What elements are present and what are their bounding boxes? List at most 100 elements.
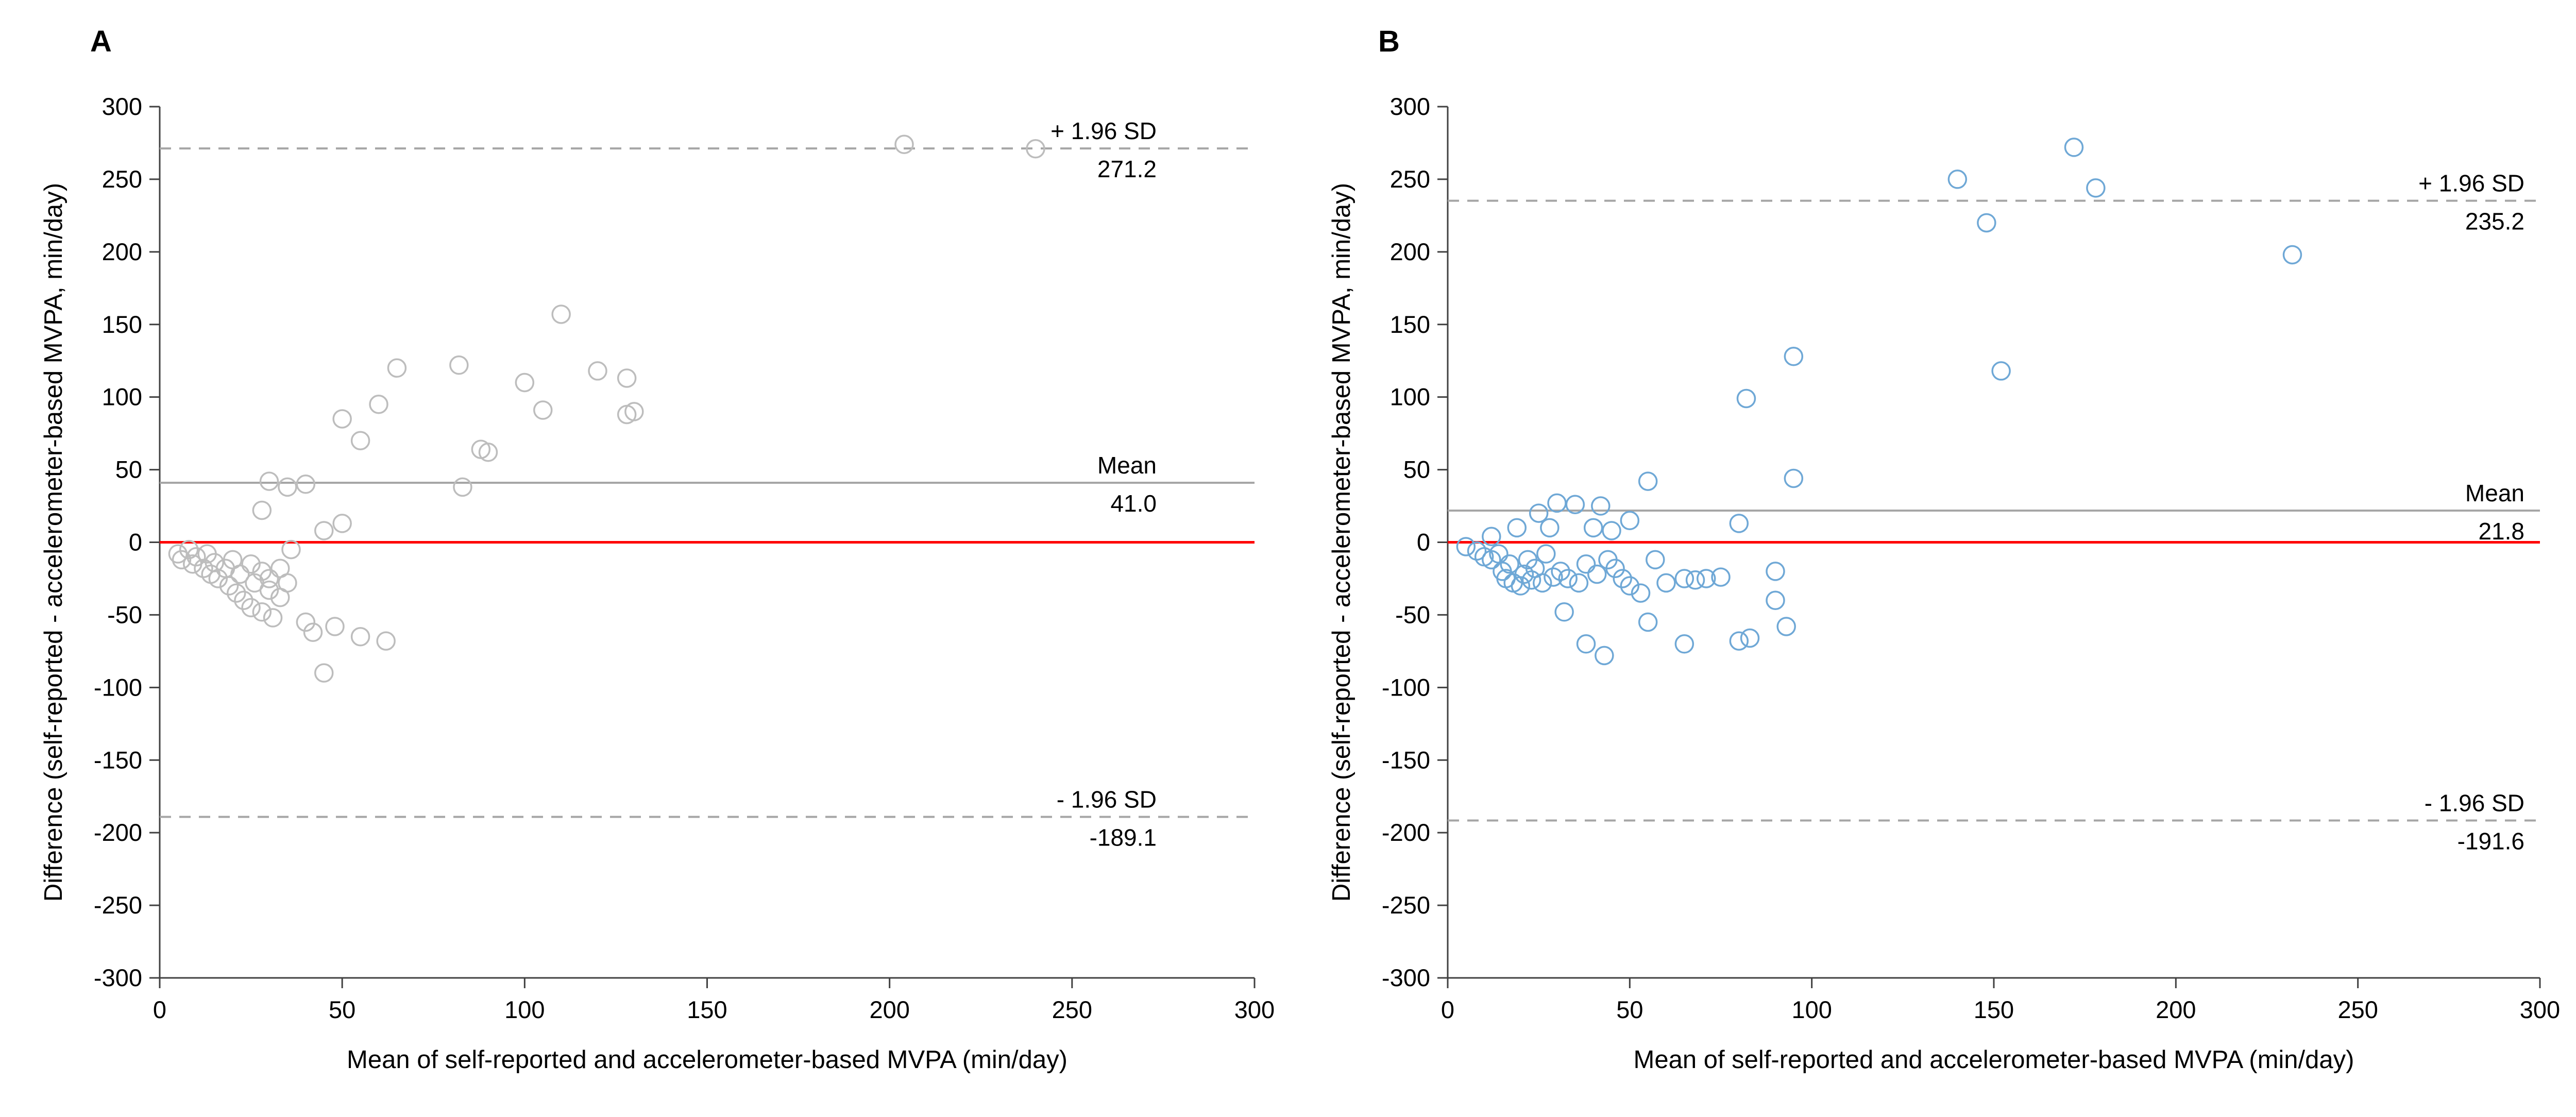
data-point [1685, 570, 1705, 590]
data-point [1536, 544, 1556, 564]
data-point [296, 612, 316, 632]
data-point [1977, 213, 1996, 233]
data-point [2064, 138, 2084, 157]
data-point [1620, 511, 1640, 530]
data-point [1638, 471, 1658, 491]
data-point [1026, 139, 1045, 159]
data-point [303, 622, 323, 642]
data-point [617, 368, 637, 388]
data-point [332, 409, 352, 429]
panel-b-chart: -300 -250 -200 -150 -100 -50 0 50 100 150 200 250 30… [1328, 25, 2560, 1074]
x-tick-label: 50 [329, 996, 355, 1023]
x-tick-label: 100 [504, 996, 545, 1023]
mean-label: Mean [1097, 452, 1157, 479]
data-point [252, 500, 272, 520]
y-tick-label: -50 [107, 601, 142, 628]
data-point [894, 134, 914, 155]
panel-label: A [90, 25, 112, 58]
x-tick-label: 200 [869, 996, 909, 1023]
data-point [1947, 170, 1968, 189]
upper-loa-value: 271.2 [1097, 156, 1157, 182]
data-point [314, 663, 334, 683]
data-point [234, 590, 253, 610]
data-point [1736, 388, 1756, 409]
data-point [281, 539, 301, 560]
data-point [1529, 503, 1549, 523]
x-tick-label: 50 [1616, 996, 1643, 1023]
upper-loa-label: + 1.96 SD [2418, 170, 2524, 197]
mean-label: Mean [2465, 480, 2524, 506]
data-point [551, 304, 571, 324]
data-point [1605, 558, 1625, 578]
data-point [1456, 537, 1476, 556]
data-point [1482, 527, 1501, 546]
y-tick-label: 150 [102, 311, 142, 338]
data-point [2282, 245, 2302, 265]
x-tick-label: 0 [1441, 996, 1454, 1023]
data-point [1532, 573, 1552, 593]
x-tick-label: 200 [2156, 996, 2196, 1023]
data-point [376, 631, 396, 651]
data-point [259, 580, 279, 600]
y-tick-label: 200 [102, 238, 142, 265]
data-point [194, 558, 213, 578]
data-point [1646, 550, 1665, 570]
data-point [1544, 567, 1563, 587]
data-point [1576, 634, 1596, 654]
data-point [1521, 570, 1541, 590]
y-axis-title: Difference (self-reported - acceleromete… [1328, 183, 1355, 902]
y-tick-label: -200 [94, 819, 142, 846]
y-tick-label: -100 [1382, 673, 1430, 701]
x-tick-label: 150 [687, 996, 727, 1023]
data-point [263, 608, 283, 628]
data-point [1674, 569, 1694, 588]
data-point [1784, 347, 1804, 366]
y-tick-label: 100 [1390, 383, 1430, 411]
data-point [1740, 628, 1760, 648]
y-tick-label: -250 [1382, 891, 1430, 919]
data-point [252, 562, 272, 581]
data-point [478, 443, 498, 462]
data-point [1784, 468, 1804, 488]
panel-a-chart: -300 -250 -200 -150 -100 -50 0 50 100 150 200 250 30… [40, 25, 1275, 1074]
data-point [325, 617, 345, 636]
y-tick-label: 150 [1390, 311, 1430, 338]
y-tick-label: 0 [1417, 529, 1430, 556]
mean-value: 21.8 [2478, 518, 2524, 545]
data-point [1467, 541, 1487, 561]
data-point [296, 475, 316, 494]
x-tick-label: 250 [1052, 996, 1092, 1023]
data-point [588, 361, 607, 381]
data-point [1507, 518, 1527, 538]
data-point [332, 514, 352, 533]
data-point [172, 550, 192, 570]
data-point [1587, 564, 1607, 584]
x-axis-title: Mean of self-reported and accelerometer-… [347, 1046, 1067, 1074]
data-point [1500, 554, 1519, 574]
data-point [533, 400, 553, 420]
data-point [1511, 576, 1531, 596]
data-point [278, 477, 297, 497]
lower-loa-value: -191.6 [2458, 827, 2524, 854]
data-point [1674, 634, 1694, 654]
data-point [241, 554, 261, 574]
data-point [387, 358, 407, 378]
data-point [1591, 496, 1611, 516]
data-point [1613, 569, 1632, 588]
data-point [1631, 583, 1651, 603]
data-point [1696, 569, 1716, 588]
data-point [350, 627, 370, 647]
data-point [208, 569, 228, 588]
data-point [1620, 576, 1640, 596]
data-point [2086, 178, 2106, 198]
data-point [1551, 562, 1570, 581]
data-point [350, 431, 370, 450]
data-point [1602, 521, 1621, 540]
y-tick-label: 250 [102, 165, 142, 193]
data-point [1776, 617, 1796, 636]
y-tick-label: -200 [1382, 819, 1430, 846]
y-tick-label: -250 [94, 891, 142, 919]
y-tick-label: 200 [1390, 238, 1430, 265]
lower-loa-value: -189.1 [1090, 824, 1157, 851]
